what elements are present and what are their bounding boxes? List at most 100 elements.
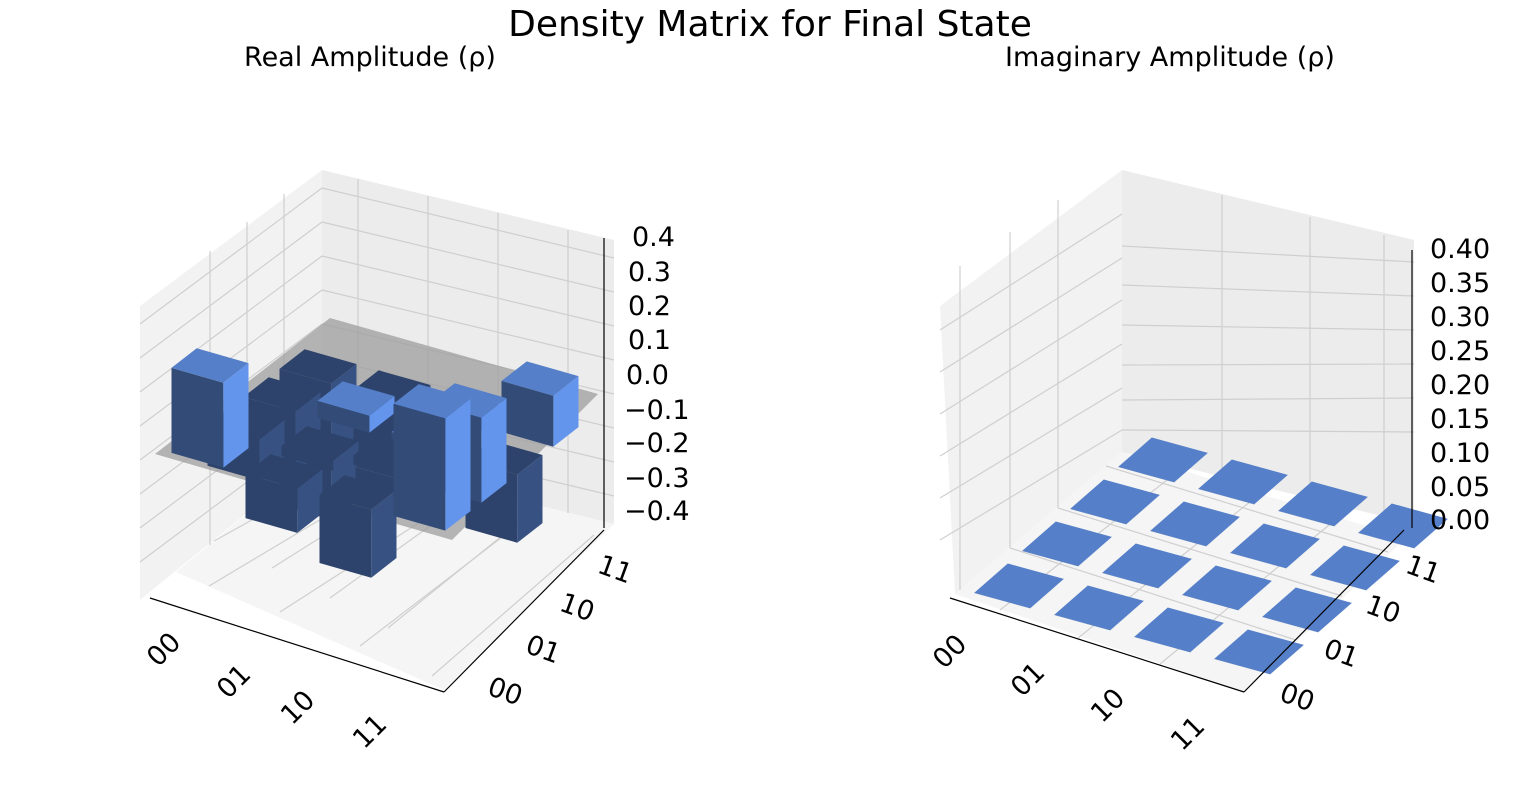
imag-ztick-1: 0.35 [1430,268,1490,299]
imag-bar-10-01 [1182,565,1272,611]
imag-bar-11-01-top [1262,587,1352,633]
imag-bar-01-10-side [1150,530,1207,547]
imag-bar-11-01-side [1262,616,1319,633]
real-axis-lines [149,238,605,693]
real-ztick-3: 0.1 [628,325,671,356]
imag-ztick-8: 0.00 [1430,505,1490,536]
imag-bar-10-00-front [1190,622,1224,653]
real-bar-01-01 [281,426,359,471]
imag-pane-left [940,170,1122,594]
imag-bar-10-11 [1278,481,1368,527]
imag-bar-11-11-top [1358,503,1448,549]
imag-bar-00-10-top [1070,479,1160,525]
real-bar-01-00 [245,454,323,533]
real-bar-11-11-side [501,380,554,447]
real-ytick-00: 00 [484,671,527,712]
real-bar-11-11-top [501,361,579,396]
real-ytick-01: 01 [522,629,565,670]
imag-bar-10-10 [1230,523,1320,569]
real-bar-01-01-side [281,445,334,471]
imag-bar-01-11 [1198,459,1288,505]
real-bar-01-00-top [245,454,323,489]
imag-bar-11-11-front [1414,518,1448,549]
imag-bar-10-01-front [1238,580,1272,611]
imag-bar-01-11-side [1198,488,1255,505]
imag-bar-01-10-front [1206,516,1240,547]
imag-bar-01-01-front [1158,558,1192,589]
imag-bars [974,437,1448,675]
imag-bar-10-01-side [1182,594,1239,611]
imag-bar-00-00-front [1030,578,1064,609]
imag-bar-00-01 [1022,521,1112,567]
imag-bar-01-01 [1102,543,1192,589]
imag-bar-00-10 [1070,479,1160,525]
real-bar-01-01-top [281,426,359,461]
real-bar-11-11 [501,361,579,447]
real-xtick-11: 11 [347,709,393,755]
imag-bar-11-00 [1214,629,1304,675]
imag-bar-01-10-top [1150,501,1240,547]
real-bar-10-00 [319,475,397,578]
imag-bar-11-11 [1358,503,1448,549]
real-bar-11-00-side [393,403,446,531]
imag-xtick-11: 11 [1165,711,1211,757]
imag-ztick-5: 0.15 [1430,404,1490,435]
imag-bar-01-00-side [1054,614,1111,631]
real-ztick-7: −0.3 [624,463,690,494]
imag-bar-10-00-side [1134,636,1191,653]
imag-bar-10-11-top [1278,481,1368,527]
real-bar-00-00-front [223,363,249,468]
real-bar-01-01-front [333,441,359,471]
imag-bar-11-01-front [1318,602,1352,633]
imag-bar-01-00 [1054,585,1144,631]
real-bar-11-10-front [517,455,543,543]
real-bar-01-10 [317,381,395,433]
real-panel-title: Real Amplitude (ρ) [244,42,496,73]
real-bar-10-00-top [319,475,397,510]
real-bar-00-00-top [171,348,249,383]
imag-ztick-4: 0.20 [1430,370,1490,401]
imag-bar-11-00-top [1214,629,1304,675]
imag-bar-11-00-front [1270,644,1304,675]
imag-ytick-10: 10 [1362,589,1405,630]
real-bar-11-01-front [481,398,507,503]
imag-bar-10-11-front [1334,496,1368,527]
real-bar-00-00-side [171,367,224,468]
imag-bar-01-00-top [1054,585,1144,631]
imag-bar-00-11 [1118,437,1208,483]
imag-bar-00-01-side [1022,550,1079,567]
imag-bar-00-00-top [974,563,1064,609]
real-bar-11-11-front [553,376,579,447]
real-bar-00-00 [171,348,249,468]
imag-bar-00-00 [974,563,1064,609]
imag-bar-01-11-front [1254,474,1288,505]
imag-xtick-10: 10 [1085,683,1131,729]
real-ztick-8: −0.4 [624,496,690,527]
real-bar-11-00-top [393,384,471,419]
imag-bar-01-01-top [1102,543,1192,589]
imag-bar-00-00-side [974,592,1031,609]
imag-ytick-11: 11 [1402,549,1445,590]
real-ztick-4: 0.0 [626,360,669,391]
imag-bar-01-11-top [1198,459,1288,505]
imag-bar-10-00-top [1134,607,1224,653]
real-ytick-11: 11 [594,549,637,590]
imag-bar-00-10-front [1126,494,1160,525]
imag-ztick-2: 0.30 [1430,302,1490,333]
real-xtick-10: 10 [275,685,321,731]
imag-ztick-7: 0.05 [1430,472,1490,503]
imag-bar-10-00 [1134,607,1224,653]
real-bar-01-00-side [245,473,298,533]
imag-bar-10-10-side [1230,552,1287,569]
imag-bar-10-11-side [1278,510,1335,527]
imag-bar-10-10-top [1230,523,1320,569]
imag-bar-00-11-top [1118,437,1208,483]
real-ztick-6: −0.2 [624,428,690,459]
figure-title: Density Matrix for Final State [508,4,1032,45]
real-ztick-0: 0.4 [632,222,675,253]
real-bar-01-10-front [369,396,395,433]
imag-bar-00-11-side [1118,466,1175,483]
imag-ztick-3: 0.25 [1430,336,1490,367]
imag-bar-10-10-front [1286,538,1320,569]
